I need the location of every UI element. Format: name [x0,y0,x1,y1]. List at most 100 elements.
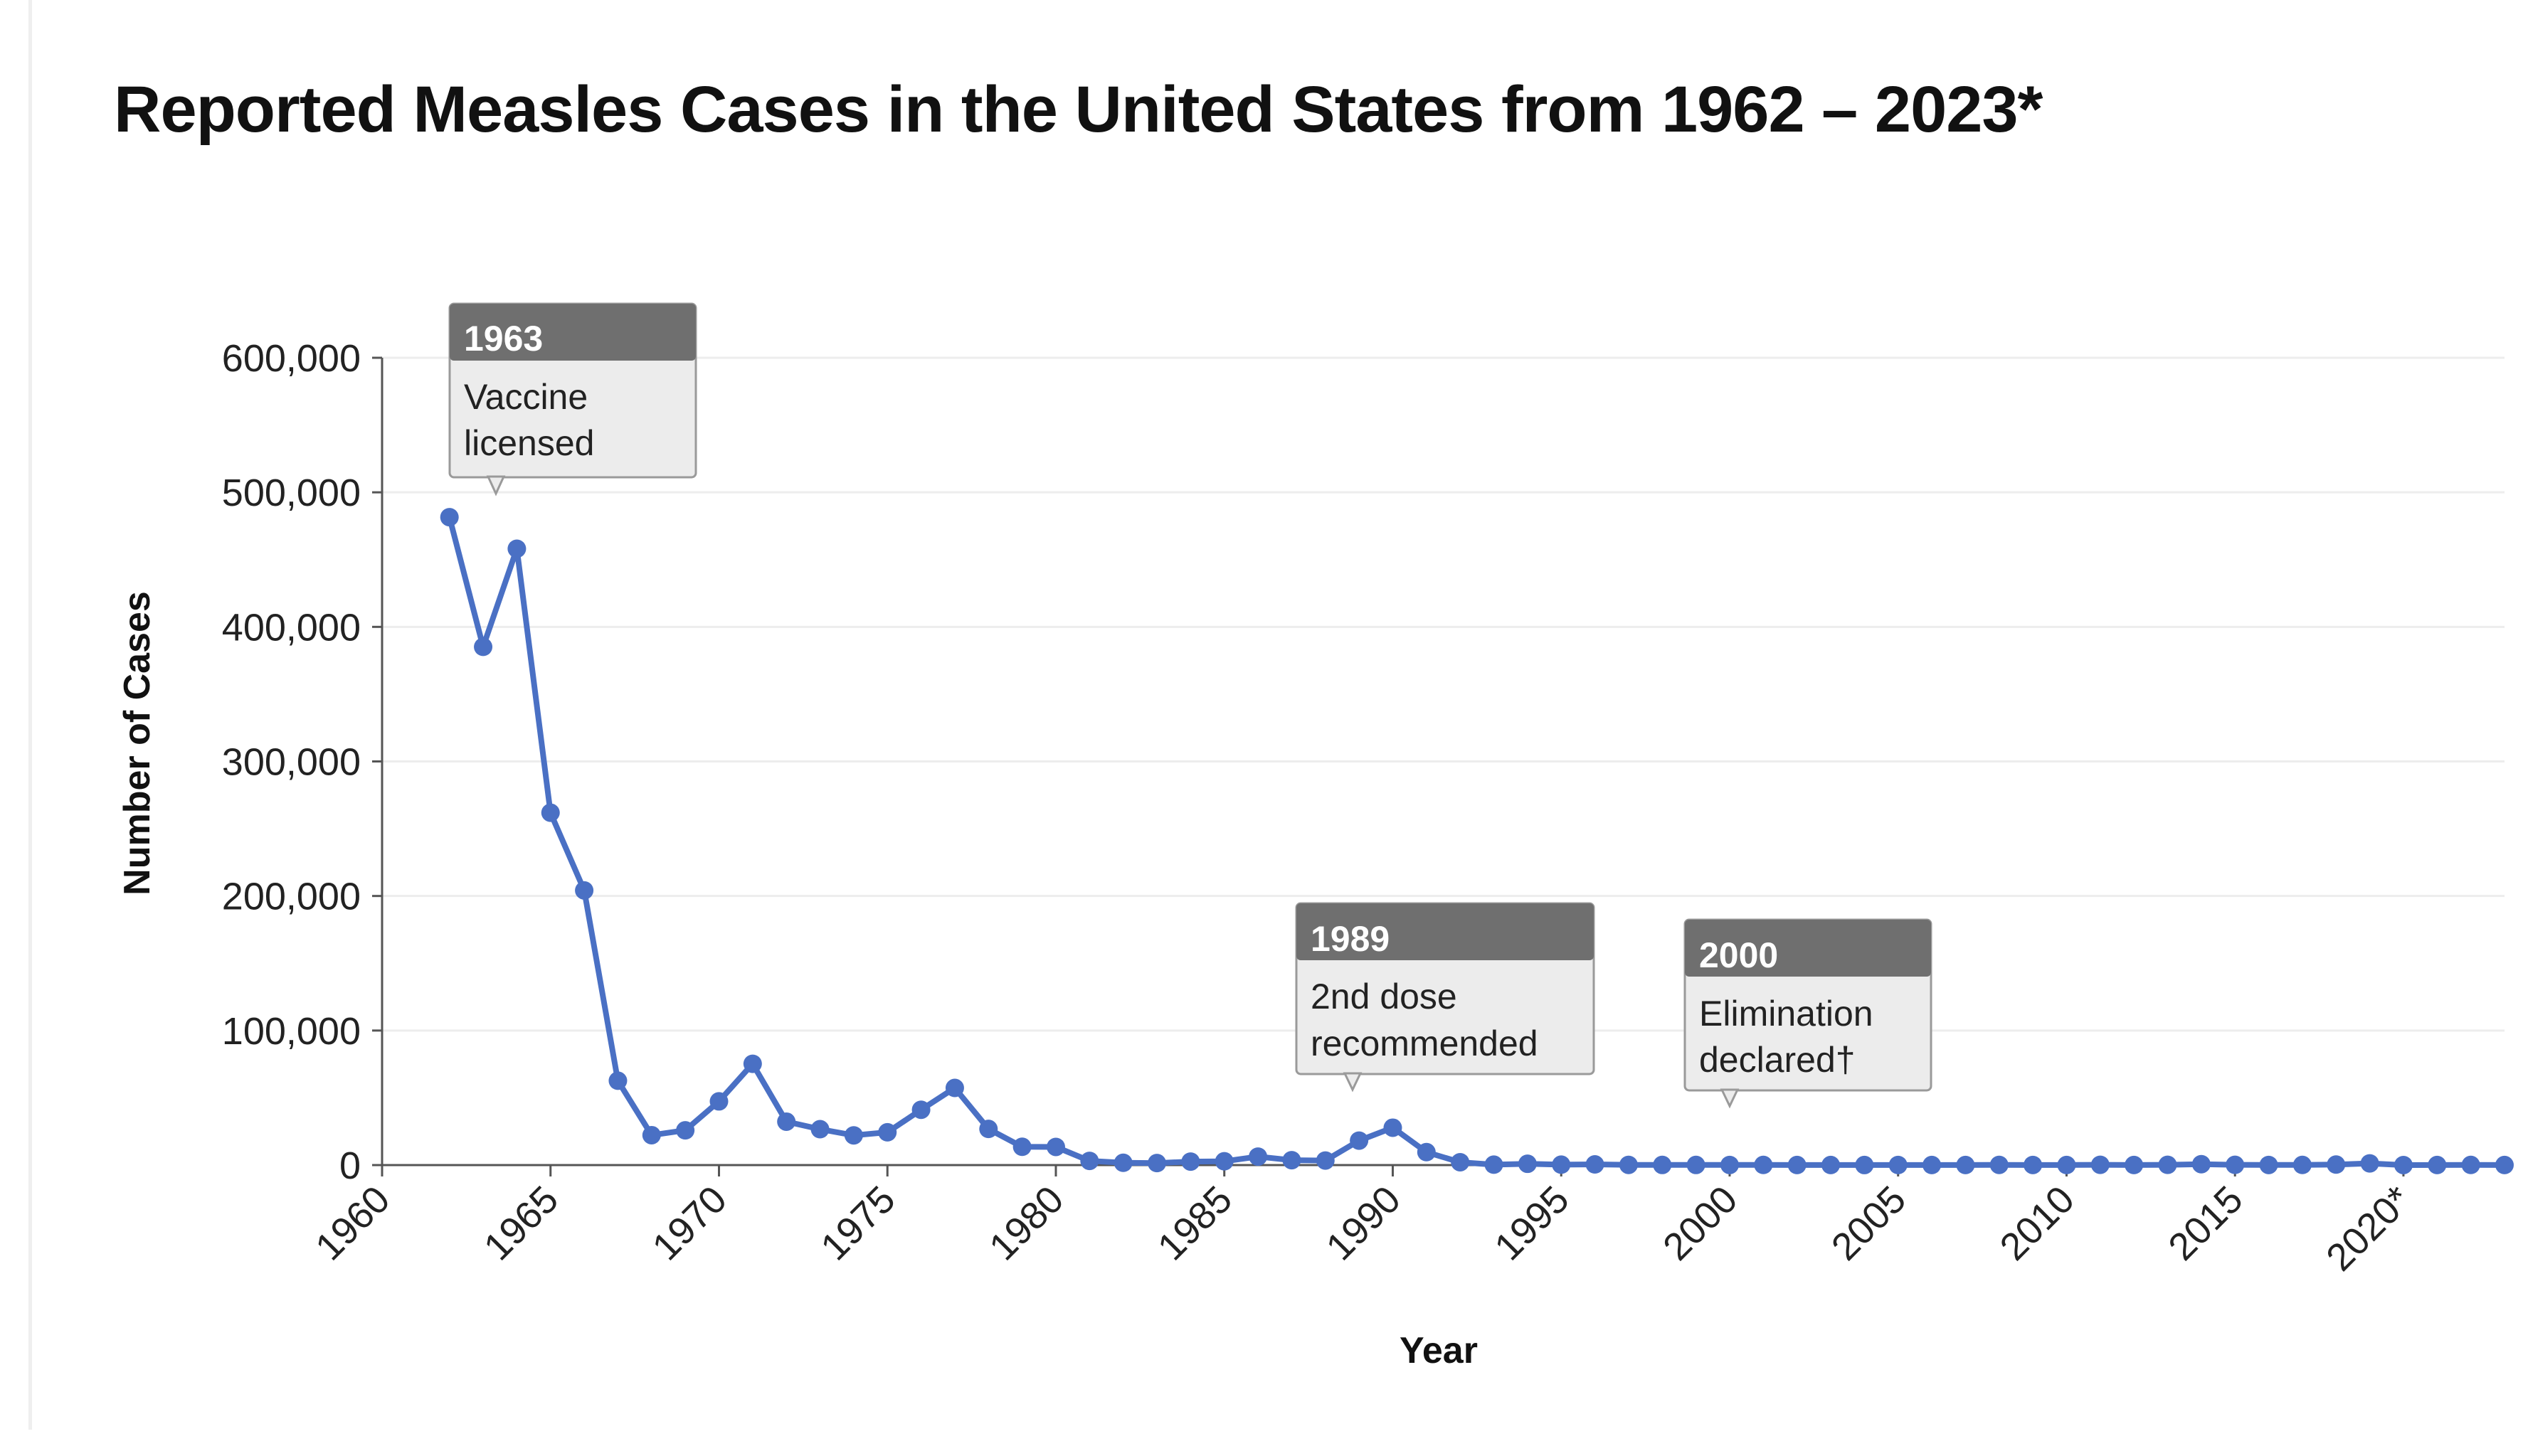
data-point-2014 [2191,1154,2211,1174]
data-point-1965 [541,803,560,822]
data-point-2015 [2226,1155,2245,1174]
x-tick-label: 1970 [645,1178,735,1268]
data-point-1990 [1383,1118,1402,1137]
y-tick-label: 500,000 [222,472,361,514]
data-point-2012 [2125,1155,2144,1174]
data-point-2018 [2327,1155,2346,1174]
data-point-1980 [1046,1137,1065,1157]
x-axis-title: Year [1400,1330,1478,1371]
data-point-1995 [1552,1155,1571,1174]
data-point-2008 [1989,1155,2009,1174]
callout-1989-line1: 2nd dose [1311,977,1457,1016]
data-point-2002 [1787,1155,1807,1174]
data-point-1979 [1012,1137,1032,1157]
data-point-2023 [2495,1155,2514,1174]
data-point-2010 [2057,1155,2076,1174]
y-tick-label: 400,000 [222,606,361,649]
data-point-1993 [1484,1155,1503,1174]
data-point-1970 [709,1092,729,1111]
data-point-1966 [575,881,594,900]
data-point-1987 [1282,1151,1301,1170]
callout-1963-line2: licensed [464,423,594,463]
data-point-1964 [507,539,527,558]
x-tick-label: 1975 [813,1178,903,1268]
data-point-2003 [1821,1155,1841,1174]
data-point-2016 [2259,1155,2278,1174]
data-point-1998 [1653,1155,1672,1174]
data-point-1963 [474,637,493,657]
data-point-1973 [810,1120,830,1139]
callout-2000-line2: declared† [1699,1040,1856,1080]
data-point-2021 [2428,1155,2447,1174]
callout-1989: 1989 2nd dose recommended [1295,902,1595,1093]
data-point-1994 [1518,1154,1537,1174]
callout-1989-line2: recommended [1311,1024,1538,1063]
cases-series [440,508,2514,1174]
y-axis-title: Number of Cases [117,591,158,896]
data-point-1982 [1114,1153,1133,1172]
callout-2000-pointer [1720,1088,1740,1109]
y-tick-label: 300,000 [222,741,361,784]
x-tick-label: 2010 [1992,1178,2083,1268]
callout-1989-header [1296,903,1594,960]
callout-1963-header [450,304,696,361]
data-point-2019 [2360,1154,2379,1173]
data-point-2001 [1754,1155,1773,1174]
x-tick-label: 1960 [307,1178,398,1268]
data-point-1968 [642,1125,661,1144]
data-point-2020 [2394,1155,2413,1174]
data-point-2004 [1855,1155,1874,1174]
callout-2000-year: 2000 [1699,935,1778,975]
x-tick-label: 2020* [2318,1178,2419,1279]
callout-2000-line1: Elimination [1699,994,1873,1033]
y-tick-labels: 0 100,000 200,000 300,000 400,000 500,000 600,… [222,337,382,1187]
data-point-2000 [1720,1155,1739,1174]
data-point-1976 [911,1100,931,1120]
data-point-1978 [979,1120,998,1139]
x-tick-label: 2015 [2160,1178,2250,1268]
data-point-1984 [1181,1152,1200,1171]
data-point-1974 [844,1126,863,1145]
data-point-1971 [743,1054,762,1073]
data-point-1989 [1350,1131,1369,1150]
data-point-2009 [2024,1155,2043,1174]
chart-title: Reported Measles Cases in the United Sta… [114,73,2043,146]
callout-1989-pointer [1343,1072,1363,1093]
callout-1963: 1963 Vaccine licensed [448,302,697,496]
data-point-1988 [1316,1151,1335,1170]
callout-2000-header [1685,920,1931,977]
callout-1989-year: 1989 [1311,919,1390,959]
x-tick-labels: 1960 1965 1970 1975 1980 1985 1990 1995 2000 2005… [307,1165,2419,1279]
data-point-1983 [1148,1154,1167,1173]
y-tick-label: 600,000 [222,337,361,380]
data-point-1977 [945,1078,964,1098]
data-point-1969 [676,1121,695,1140]
y-tick-label: 0 [339,1144,361,1187]
x-tick-label: 2005 [1824,1178,1914,1268]
callout-1963-pointer [486,475,506,496]
x-tick-label: 1965 [476,1178,566,1268]
y-tick-label: 100,000 [222,1010,361,1053]
x-tick-label: 1990 [1318,1178,1409,1268]
data-point-1992 [1451,1152,1470,1171]
data-point-2006 [1922,1155,1942,1174]
data-point-1967 [608,1071,628,1090]
x-tick-label: 1995 [1486,1178,1577,1268]
x-tick-label: 2000 [1655,1178,1745,1268]
data-point-1991 [1417,1142,1436,1162]
data-point-1975 [878,1122,897,1142]
data-point-1996 [1585,1155,1604,1174]
data-point-1999 [1686,1155,1705,1174]
data-point-2011 [2090,1155,2110,1174]
data-point-2013 [2158,1155,2177,1174]
data-point-2022 [2461,1155,2480,1174]
x-tick-label: 1985 [1150,1178,1240,1268]
callout-2000: 2000 Elimination declared† [1683,918,1932,1109]
x-tick-label: 1980 [981,1178,1072,1268]
data-point-1997 [1619,1155,1638,1174]
data-point-2017 [2292,1155,2312,1174]
y-tick-label: 200,000 [222,876,361,918]
callout-1963-year: 1963 [464,319,543,358]
data-point-1972 [777,1112,796,1131]
